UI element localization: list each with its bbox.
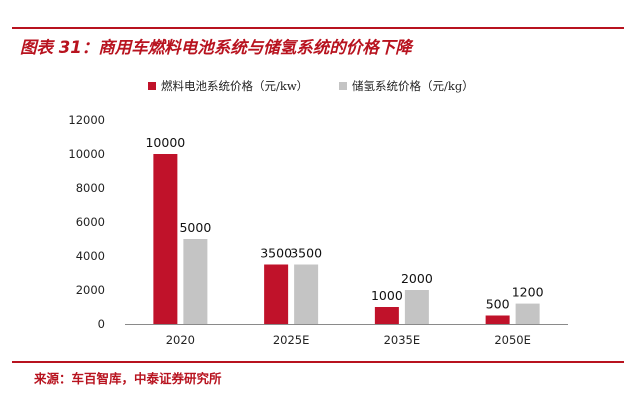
y-tick-label-1: 2000 [76,283,105,297]
x-tick-label-1: 2025E [273,333,310,347]
y-axis: 0 2000 4000 6000 8000 10000 12000 [68,113,105,331]
legend-swatch-1 [339,82,347,90]
x-tick-label-3: 2050E [494,333,531,347]
bar-0-3 [485,315,510,324]
legend: 燃料电池系统价格（元/kw） 储氢系统价格（元/kg） [148,79,474,93]
bar-1-1 [294,264,319,324]
y-tick-label-6: 12000 [68,113,105,127]
bar-1-0 [183,239,208,324]
y-tick-label-4: 8000 [76,181,105,195]
top-rule [12,27,624,29]
legend-label-1: 储氢系统价格（元/kg） [352,79,474,93]
bar-1-3 [515,303,540,324]
y-tick-label-3: 6000 [76,215,105,229]
y-tick-label-0: 0 [98,317,105,331]
data-label-1-1: 3500 [290,246,322,261]
figure-source: 来源：车百智库，中泰证券研究所 [34,371,222,386]
bar-1-2 [404,290,429,324]
bars [153,154,540,324]
data-label-0-3: 500 [486,297,510,312]
x-axis: 2020 2025E 2035E 2050E [125,324,568,347]
bar-0-2 [374,307,399,324]
data-label-1-0: 5000 [179,220,211,235]
data-label-1-2: 2000 [401,271,433,286]
figure-title: 图表 31：商用车燃料电池系统与储氢系统的价格下降 [20,38,412,57]
data-label-0-2: 1000 [371,288,403,303]
x-tick-label-0: 2020 [166,333,195,347]
data-label-1-3: 1200 [512,285,544,300]
legend-label-0: 燃料电池系统价格（元/kw） [161,79,308,93]
bottom-rule [12,361,624,363]
data-label-0-1: 3500 [260,246,292,261]
data-label-0-0: 10000 [145,135,185,150]
y-tick-label-2: 4000 [76,249,105,263]
y-tick-label-5: 10000 [68,147,105,161]
bar-0-1 [264,264,289,324]
legend-swatch-0 [148,82,156,90]
x-tick-label-2: 2035E [384,333,421,347]
bar-0-0 [153,154,178,324]
